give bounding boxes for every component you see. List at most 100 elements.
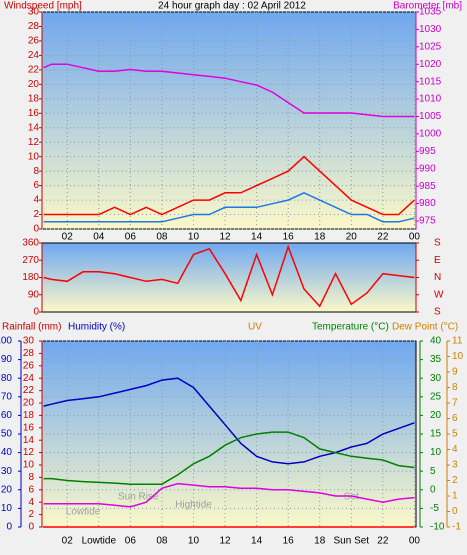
- y-tick-label: 2: [33, 209, 39, 220]
- y-tick-label: 30: [23, 336, 35, 347]
- y-tick-label: 6: [452, 413, 458, 424]
- y-tick-label: S: [434, 307, 441, 318]
- annotation: Set: [344, 492, 359, 503]
- y-tick-label: 26: [23, 360, 35, 371]
- y-tick-label: 24: [23, 373, 35, 384]
- y-tick-label: 2: [452, 475, 458, 486]
- y-tick-label: 8: [452, 382, 458, 393]
- y-tick-label: 50: [1, 429, 13, 440]
- y-tick-label: 18: [28, 93, 40, 104]
- y-tick-label: W: [434, 289, 444, 300]
- y-tick-label: 80: [1, 373, 13, 384]
- y-tick-label: 8: [28, 472, 34, 483]
- y-tick-label: 12: [23, 447, 35, 458]
- x-tick-label: 08: [156, 536, 168, 547]
- x-tick-label: 16: [283, 232, 295, 243]
- y-tick-label: 18: [23, 410, 35, 421]
- y2-axis-label: Barometer [mb]: [393, 1, 462, 12]
- y-tick-label: 60: [1, 410, 13, 421]
- x-tick-label: 06: [125, 536, 137, 547]
- y-tick-label: -5: [430, 503, 439, 514]
- x-tick-label: 20: [346, 232, 358, 243]
- x-tick-label: 10: [188, 536, 200, 547]
- x-tick-label: 18: [314, 536, 326, 547]
- y-tick-label: 1005: [419, 111, 442, 122]
- y-tick-label: 26: [28, 36, 40, 47]
- y-tick-label: 15: [430, 429, 442, 440]
- y-tick-label: 1035: [419, 7, 442, 18]
- series-line: [43, 63, 415, 118]
- y-tick-label: 11: [452, 336, 463, 347]
- y-tick-label: 40: [1, 447, 13, 458]
- y-tick-label: 35: [430, 354, 442, 365]
- y-tick-label: 4: [452, 444, 458, 455]
- y-tick-label: 270: [22, 255, 39, 266]
- y-tick-label: 0: [33, 307, 39, 318]
- y-tick-label: 20: [28, 79, 40, 90]
- series-line: [43, 431, 415, 485]
- y2-axis-label: Temperature (°C): [312, 322, 389, 333]
- y-tick-label: 6: [33, 180, 39, 191]
- series-line: [43, 482, 415, 508]
- plot-area: [41, 242, 417, 313]
- y-tick-label: 360: [22, 238, 39, 249]
- y-tick-label: 0: [33, 224, 39, 235]
- y-tick-label: 180: [22, 272, 39, 283]
- y-tick-label: 7: [452, 398, 458, 409]
- uv-label: UV: [248, 322, 262, 333]
- y-tick-label: N: [434, 272, 441, 283]
- y-tick-label: 90: [1, 354, 13, 365]
- y-tick-label: 10: [452, 351, 464, 362]
- annotation: Lowtide: [66, 507, 101, 518]
- y-tick-label: 70: [1, 391, 13, 402]
- y-tick-label: 90: [28, 289, 40, 300]
- y-tick-label: 28: [23, 348, 35, 359]
- y-tick-label: 24: [28, 50, 40, 61]
- x-tick-label: 16: [283, 536, 295, 547]
- series-line: [43, 155, 415, 216]
- y-tick-label: 0: [452, 506, 458, 517]
- y-tick-label: 990: [419, 163, 436, 174]
- y-tick-label: 975: [419, 216, 436, 227]
- series-line: [43, 244, 415, 308]
- y-tick-label: 9: [452, 367, 458, 378]
- x-tick-label: 22: [377, 536, 389, 547]
- y-tick-label: 4: [33, 195, 39, 206]
- y-tick-label: 1010: [419, 94, 442, 105]
- y-tick-label: 1020: [419, 59, 442, 70]
- y-tick-label: 5: [452, 429, 458, 440]
- y-tick-label: 10: [28, 151, 40, 162]
- y-tick-label: 100: [0, 336, 12, 347]
- y-tick-label: 0: [6, 522, 12, 533]
- y-tick-label: 1015: [419, 76, 442, 87]
- y-tick-label: E: [434, 255, 441, 266]
- y-tick-label: 22: [28, 65, 40, 76]
- x-tick-label: 22: [377, 232, 389, 243]
- y-tick-label: -10: [430, 522, 445, 533]
- y-tick-label: -1: [452, 522, 461, 533]
- y4-axis-label: Dew Point (°C): [392, 322, 458, 333]
- x-tick-label: Lowtide: [82, 536, 117, 547]
- y-tick-label: 20: [23, 398, 35, 409]
- x-tick-label: 14: [251, 536, 263, 547]
- y-tick-label: 0: [28, 522, 34, 533]
- y-axis-label: Humidity (%): [68, 322, 125, 333]
- x-tick-label: 06: [125, 232, 137, 243]
- y-tick-label: 20: [430, 410, 442, 421]
- y-tick-label: 10: [23, 460, 35, 471]
- plot-area: [41, 11, 417, 230]
- y-tick-label: 10: [1, 503, 13, 514]
- y-tick-label: 22: [23, 385, 35, 396]
- y-tick-label: 12: [28, 137, 40, 148]
- x-tick-label: 00: [409, 536, 421, 547]
- y-tick-label: 10: [430, 447, 442, 458]
- y-tick-label: 5: [430, 466, 436, 477]
- y-tick-label: 6: [28, 484, 34, 495]
- chart-title: 24 hour graph day : 02 April 2012: [158, 1, 306, 12]
- y-tick-label: 1025: [419, 41, 442, 52]
- y3-axis-label: Rainfall (mm): [2, 322, 61, 333]
- y-tick-label: 20: [1, 484, 13, 495]
- y-tick-label: 30: [28, 7, 40, 18]
- x-tick-label: 08: [156, 232, 168, 243]
